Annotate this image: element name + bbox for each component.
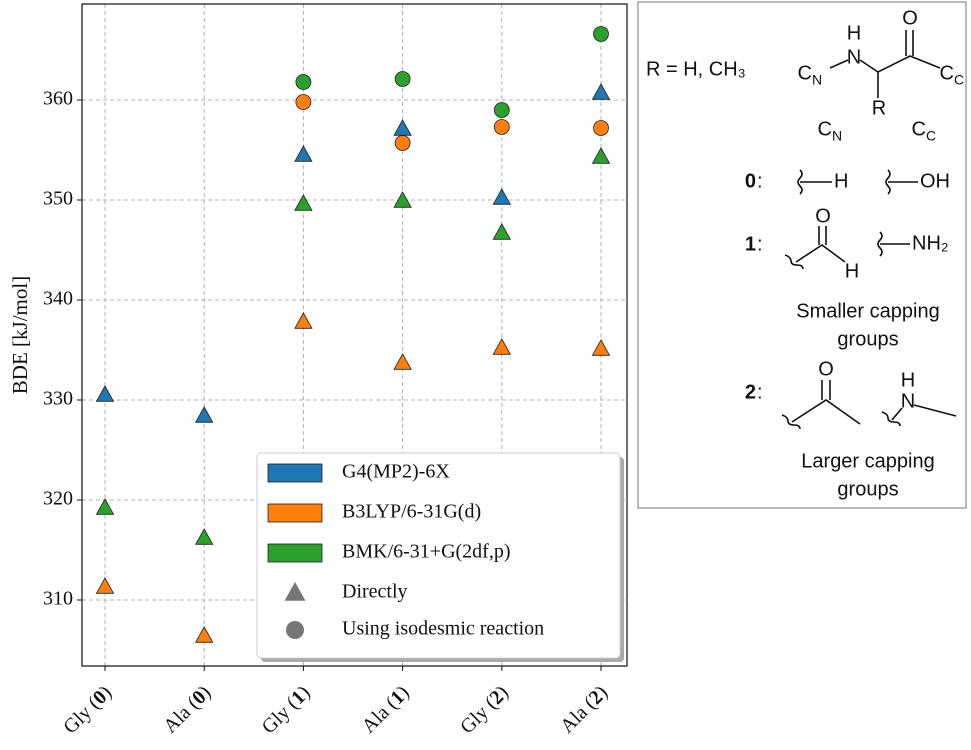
triangle-point: [492, 223, 512, 240]
legend-label: Using isodesmic reaction: [342, 618, 544, 640]
structure-label: O: [818, 358, 834, 380]
x-tick-label: Ala (2): [556, 681, 612, 737]
legend-label: G4(MP2)-6X: [342, 461, 450, 483]
legend-box: [256, 452, 621, 659]
triangle-point: [95, 385, 115, 402]
triangle-point: [492, 338, 512, 355]
caption: Larger capping: [801, 450, 934, 472]
r-definition: R = H, CH₃: [646, 58, 746, 80]
structure-label: C: [912, 118, 926, 140]
legend-swatch: [267, 543, 323, 563]
circle-point: [295, 94, 312, 110]
structure-label: R: [872, 97, 886, 119]
triangle-point: [194, 528, 214, 545]
group-index: 2: [745, 381, 756, 403]
structure-label: O: [815, 205, 831, 227]
structure-label: H: [845, 260, 859, 282]
y-tick-label: 360: [43, 88, 73, 110]
bonds: [829, 30, 941, 98]
structure-label: C: [818, 118, 832, 140]
legend-swatch: [267, 503, 323, 523]
x-tick-label: Gly (2): [456, 681, 513, 738]
y-axis-label: BDE [kJ/mol]: [8, 276, 32, 394]
structure-label: H: [901, 369, 915, 391]
circle-point: [493, 119, 510, 135]
circle-point: [493, 102, 510, 118]
structure-label: C: [926, 128, 936, 144]
x-tick-label: Ala (1): [357, 681, 413, 737]
triangle-point: [194, 626, 214, 643]
triangle-point: [591, 339, 611, 356]
y-tick-label: 350: [43, 188, 73, 210]
legend-marker: [284, 582, 306, 601]
plot-frame: [81, 3, 628, 667]
panel-frame: [637, 1, 967, 509]
bonds: [784, 226, 910, 270]
structure-label: C: [798, 62, 812, 84]
legend-swatch: [267, 463, 323, 483]
structure-label: N: [847, 46, 861, 68]
y-tick-label: 330: [43, 388, 73, 410]
structure-label: OH: [920, 170, 950, 192]
grid: [82, 4, 627, 666]
y-tick-label: 310: [43, 588, 73, 610]
triangle-point: [294, 145, 313, 162]
caption: Smaller capping: [796, 300, 939, 322]
group-index: 0: [745, 170, 756, 192]
structure-label: H: [834, 170, 848, 192]
group-index: 1: [745, 233, 756, 255]
legend-label: B3LYP/6-31G(d): [342, 501, 481, 523]
caption: groups: [837, 478, 898, 500]
structure-label: C: [954, 72, 964, 88]
triangle-point: [95, 498, 115, 515]
structure-label: O: [902, 7, 918, 29]
structure-label: H: [847, 22, 861, 44]
triangle-point: [95, 577, 115, 594]
triangle-point: [393, 119, 412, 136]
circle-point: [394, 135, 411, 151]
circle-point: [593, 26, 609, 42]
triangle-point: [393, 191, 412, 208]
legend-label: BMK/6-31+G(2df,p): [342, 541, 511, 563]
y-tick-label: 340: [43, 288, 73, 310]
x-tick-label: Gly (1): [257, 681, 314, 738]
legend-marker: [286, 621, 304, 639]
x-tick-label: Ala (0): [159, 681, 215, 737]
circle-point: [593, 120, 609, 136]
y-tick-label: 320: [43, 488, 73, 510]
structure-label: :: [757, 170, 763, 192]
structure-label: N: [812, 72, 822, 88]
circle-point: [295, 74, 312, 90]
caption: groups: [837, 328, 898, 350]
triangle-point: [492, 188, 512, 205]
triangle-point: [194, 406, 214, 423]
bonds: [781, 380, 957, 430]
structure-label: :: [757, 381, 763, 403]
x-tick-label: Gly (0): [59, 681, 116, 738]
structure-label: N: [901, 390, 915, 412]
circle-point: [394, 71, 411, 87]
legend-label: Directly: [342, 581, 408, 603]
triangle-point: [591, 147, 611, 164]
triangle-point: [591, 83, 611, 100]
structure-label: N: [832, 128, 842, 144]
triangle-point: [294, 194, 313, 211]
structure-label: NH₂: [912, 232, 949, 254]
triangle-point: [294, 312, 313, 329]
triangle-point: [393, 353, 412, 370]
structure-label: :: [757, 233, 763, 255]
structure-label: C: [940, 62, 954, 84]
bonds: [797, 169, 918, 195]
